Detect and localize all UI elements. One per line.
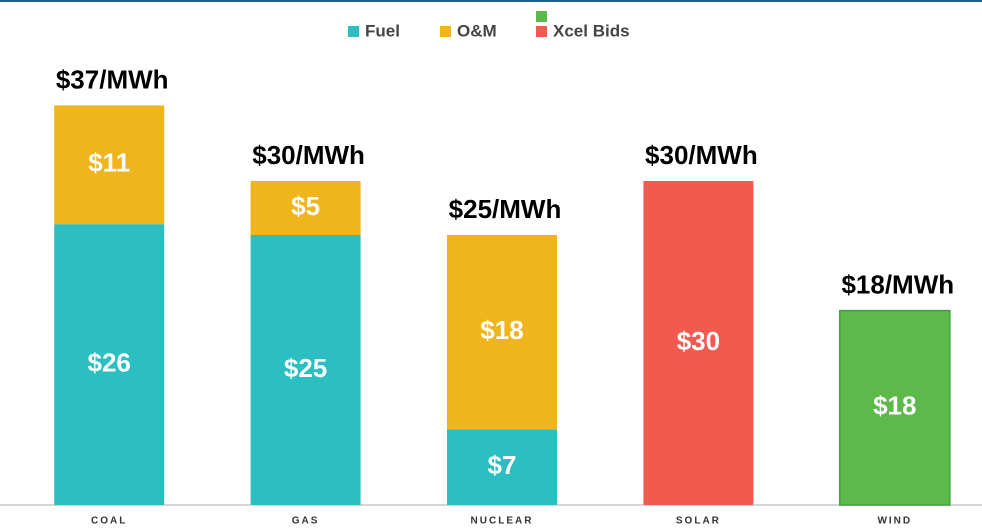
x-tick-label: WIND bbox=[877, 516, 912, 527]
bar-segment bbox=[54, 224, 165, 505]
bar-segment bbox=[250, 235, 361, 505]
bar-segment bbox=[447, 429, 557, 505]
legend-swatch bbox=[440, 26, 451, 37]
total-label: $30/MWh bbox=[645, 140, 758, 170]
bar-segment bbox=[447, 235, 557, 430]
legend-label: Fuel bbox=[365, 21, 400, 40]
segment-label: $25 bbox=[284, 353, 327, 383]
segment-label: $18 bbox=[873, 391, 916, 421]
legend-swatch bbox=[536, 26, 547, 37]
legend-label: Xcel Bids bbox=[553, 21, 630, 40]
total-label: $25/MWh bbox=[449, 194, 562, 224]
legend-label: O&M bbox=[457, 21, 497, 40]
segment-label: $30 bbox=[677, 326, 720, 356]
segment-label: $5 bbox=[291, 191, 320, 221]
bar-segment bbox=[839, 309, 951, 506]
total-label: $37/MWh bbox=[56, 64, 169, 94]
segment-label: $7 bbox=[488, 450, 517, 480]
legend-swatch bbox=[348, 26, 359, 37]
legend-swatch bbox=[536, 11, 547, 22]
bar-segment bbox=[643, 181, 754, 505]
x-tick-label: COAL bbox=[91, 516, 127, 527]
bar-segment bbox=[250, 181, 361, 235]
segment-label: $26 bbox=[88, 347, 131, 377]
segment-label: $18 bbox=[480, 315, 523, 345]
x-tick-label: NUCLEAR bbox=[471, 516, 534, 527]
bar-segment bbox=[54, 105, 165, 225]
total-label: $30/MWh bbox=[252, 140, 365, 170]
segment-label: $11 bbox=[88, 148, 130, 178]
top-rule bbox=[0, 0, 982, 2]
x-tick-label: GAS bbox=[292, 516, 320, 527]
x-tick-label: SOLAR bbox=[676, 516, 721, 527]
total-label: $18/MWh bbox=[841, 269, 954, 299]
